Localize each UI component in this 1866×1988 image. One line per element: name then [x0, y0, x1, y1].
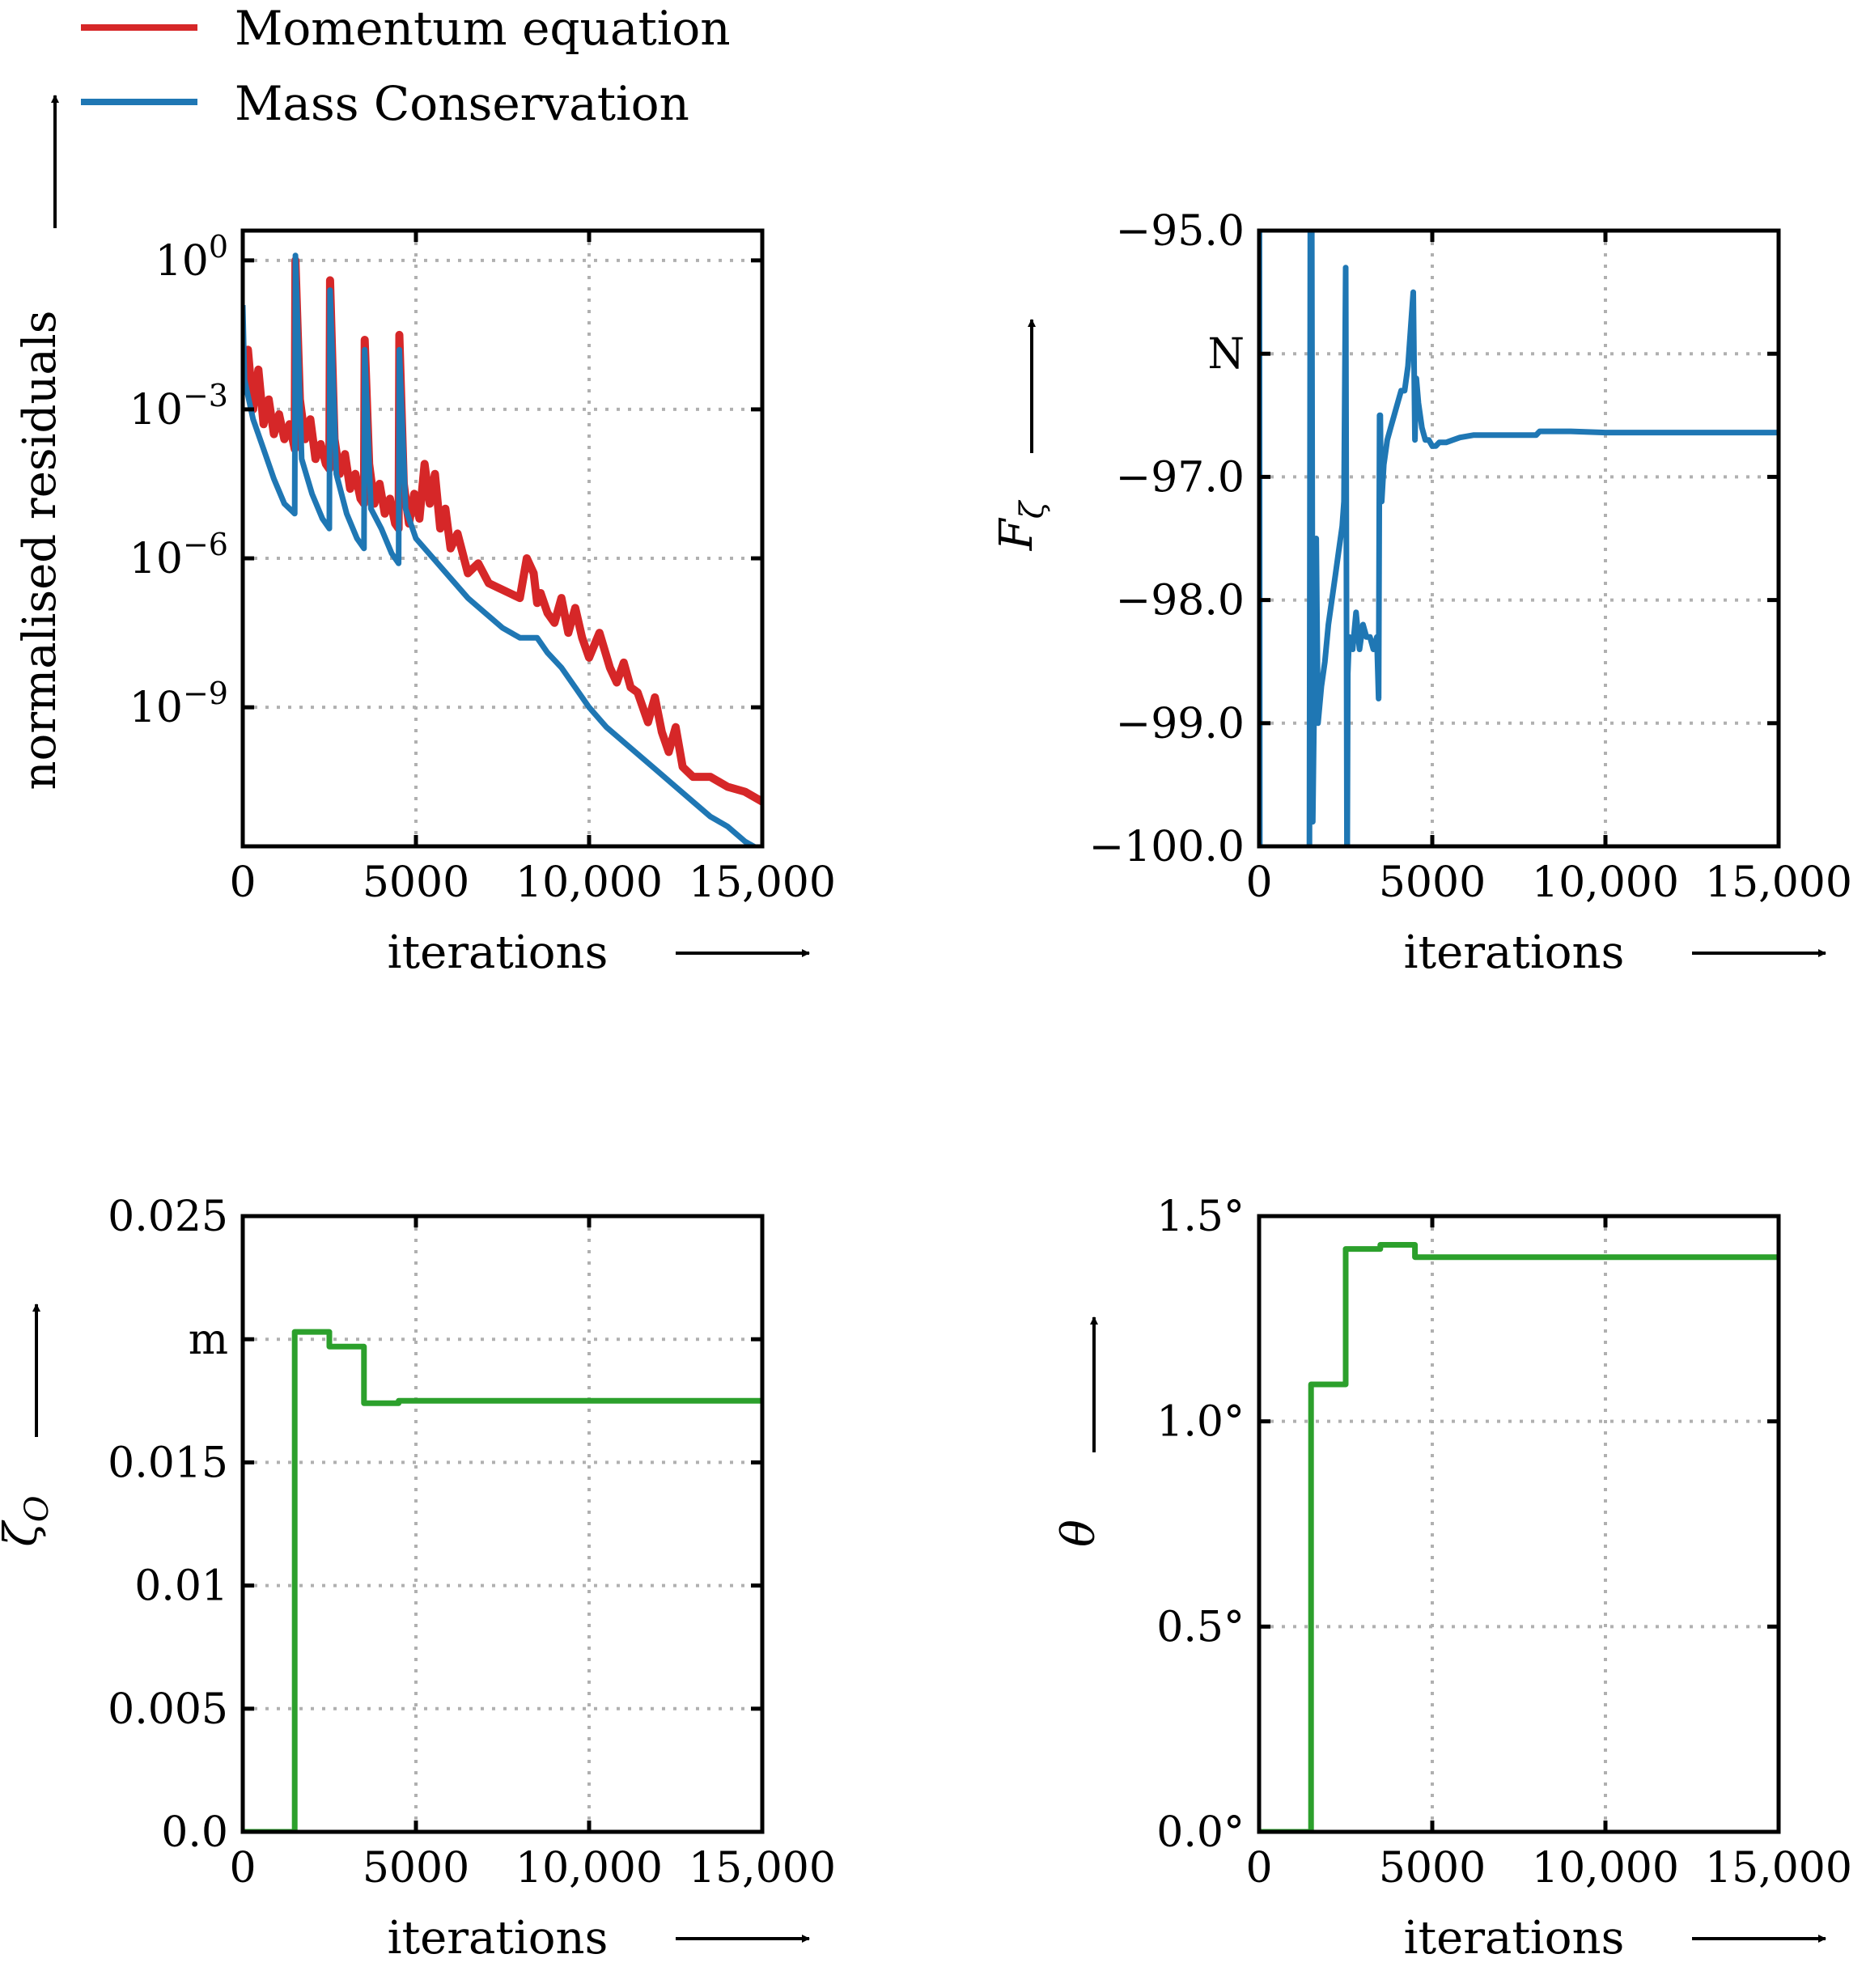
plot-frame — [1257, 228, 1781, 849]
y-tick-label: 10−9 — [129, 676, 228, 732]
y-tick-label: 1.0° — [1156, 1398, 1245, 1447]
series-line-zeta — [243, 1329, 762, 1832]
series-group — [1259, 1242, 1779, 1832]
y-tick-label: 0.005 — [108, 1685, 228, 1734]
y-tick-label: 0.01 — [134, 1562, 228, 1611]
x-tick-label: 15,000 — [689, 858, 836, 907]
x-tick-label: 0 — [1245, 858, 1272, 907]
plot-frame — [1257, 1214, 1781, 1834]
x-tick-label: 0 — [1245, 1844, 1272, 1893]
plot-frame — [240, 228, 765, 849]
x-tick-label: 10,000 — [1532, 858, 1679, 907]
x-axis-label: iterations — [1404, 1912, 1625, 1965]
y-tick-label: 0.0° — [1156, 1808, 1245, 1857]
charts: 0 5000 10,000 15,000 100 10−3 10−6 10−9 iteratio… — [0, 95, 1852, 1965]
legend-label-momentum: Momentum equation — [235, 1, 731, 56]
y-tick-label: 0.5° — [1156, 1603, 1245, 1651]
x-tick-label: 0 — [229, 858, 256, 907]
plot-frame — [240, 1214, 765, 1834]
y-tick-label: −98.0 — [1116, 577, 1245, 625]
series-line-force — [1259, 231, 1779, 846]
y-unit-label: m — [189, 1316, 228, 1364]
x-axis-label: iterations — [388, 1912, 609, 1965]
series-group — [1259, 231, 1779, 846]
y-tick-label: −99.0 — [1116, 700, 1245, 748]
y-tick-label: 0.0 — [161, 1808, 228, 1857]
legend-label-mass: Mass Conservation — [235, 76, 689, 131]
x-axis-label: iterations — [1404, 926, 1625, 979]
legend: Momentum equation Mass Conservation — [81, 1, 731, 131]
y-tick-label: −97.0 — [1116, 453, 1245, 502]
x-tick-label: 5000 — [1379, 1844, 1486, 1893]
series-line-mass-conservation — [243, 252, 760, 846]
chart-theta: 0 5000 10,000 15,000 1.5° 1.0° 0.5° 0.0° iterati… — [1053, 1193, 1852, 1965]
y-tick-label: −100.0 — [1089, 823, 1245, 871]
x-tick-label: 15,000 — [1705, 1844, 1852, 1893]
y-tick-label: 0.025 — [108, 1193, 228, 1241]
y-axis-label: θ — [1053, 1520, 1105, 1547]
series-line-theta — [1259, 1242, 1779, 1832]
x-tick-label: 0 — [229, 1844, 256, 1893]
y-tick-label: 100 — [155, 229, 228, 286]
y-tick-label: −95.0 — [1116, 207, 1245, 256]
x-tick-label: 15,000 — [1705, 858, 1852, 907]
chart-residuals: 0 5000 10,000 15,000 100 10−3 10−6 10−9 iteratio… — [14, 95, 836, 979]
x-tick-label: 15,000 — [689, 1844, 836, 1893]
y-unit-label: N — [1208, 330, 1245, 379]
y-tick-label: 0.015 — [108, 1439, 228, 1487]
y-axis-label: normalised residuals — [14, 311, 66, 791]
chart-zeta: 0 5000 10,000 15,000 0.025 0.015 0.01 0.005 0.0 m… — [0, 1193, 836, 1965]
x-tick-label: 10,000 — [515, 858, 663, 907]
x-tick-label: 5000 — [363, 1844, 469, 1893]
y-tick-label: 1.5° — [1156, 1193, 1245, 1241]
x-tick-label: 5000 — [1379, 858, 1486, 907]
x-tick-label: 10,000 — [1532, 1844, 1679, 1893]
series-line-momentum-equation — [243, 256, 762, 806]
series-group — [243, 1329, 762, 1832]
y-axis-label: Fζ — [990, 499, 1051, 551]
chart-force: 0 5000 10,000 15,000 −95.0 −97.0 −98.0 −99.0 −10… — [990, 207, 1852, 979]
x-axis-label: iterations — [388, 926, 609, 979]
y-tick-label: 10−6 — [129, 527, 228, 583]
x-tick-label: 10,000 — [515, 1844, 663, 1893]
x-tick-label: 5000 — [363, 858, 469, 907]
y-tick-label: 10−3 — [129, 378, 228, 434]
series-group — [243, 252, 762, 846]
y-axis-label: ζO — [0, 1495, 56, 1546]
